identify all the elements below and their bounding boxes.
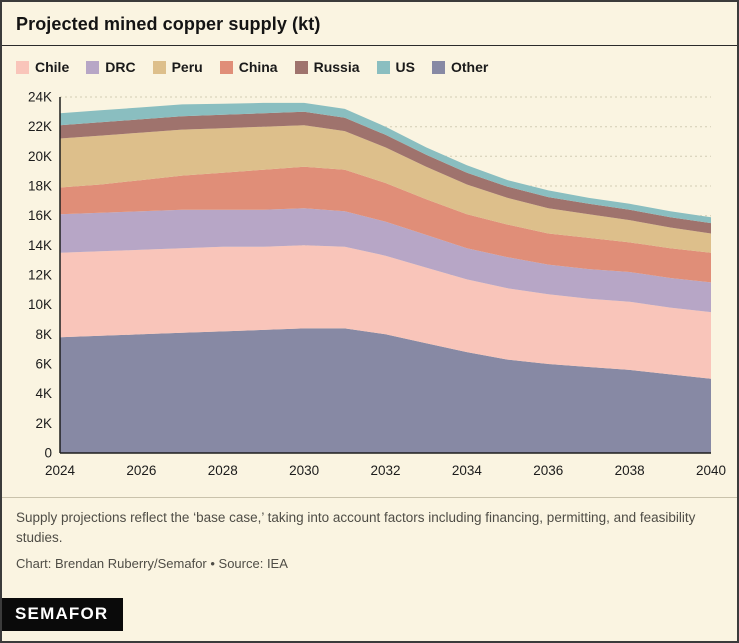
legend-item-chile: Chile bbox=[16, 59, 69, 75]
y-axis-label: 0 bbox=[44, 446, 52, 461]
legend-swatch-drc bbox=[86, 60, 100, 74]
x-axis-label: 2030 bbox=[289, 463, 319, 478]
legend-swatch-chile bbox=[16, 60, 29, 74]
semafor-logo: SEMAFOR bbox=[2, 598, 124, 631]
y-axis-label: 20K bbox=[28, 149, 52, 164]
area-china bbox=[60, 166, 711, 283]
footnote-text: Supply projections reflect the ‘base cas… bbox=[16, 510, 696, 545]
y-axis-label: 22K bbox=[28, 119, 52, 134]
legend-label: Other bbox=[450, 59, 489, 75]
x-axis-label: 2040 bbox=[696, 463, 726, 478]
area-peru bbox=[60, 125, 711, 253]
y-axis-label: 4K bbox=[35, 386, 52, 401]
x-axis-label: 2036 bbox=[533, 463, 563, 478]
legend-label: DRC bbox=[105, 59, 136, 75]
legend-item-other: Other bbox=[431, 59, 489, 75]
area-other bbox=[60, 328, 711, 453]
y-axis-label: 6K bbox=[35, 357, 52, 372]
x-axis-label: 2028 bbox=[208, 463, 238, 478]
legend-item-russia: Russia bbox=[294, 59, 360, 75]
legend-swatch-china bbox=[219, 60, 233, 74]
legend-label: Russia bbox=[313, 59, 360, 75]
legend-label: US bbox=[395, 59, 415, 75]
credit-line: Chart: Brendan Ruberry/Semafor • Source:… bbox=[16, 556, 288, 572]
legend-swatch-russia bbox=[294, 60, 308, 74]
area-chile bbox=[60, 245, 711, 379]
area-us bbox=[60, 102, 711, 224]
y-axis-label: 12K bbox=[28, 268, 52, 283]
legend-label: China bbox=[238, 59, 278, 75]
stacked-area-chart: 0 2K 4K 6K 8K 10K 12K 14K 16K 18K 20K 22K 24K 2024 202… bbox=[28, 90, 726, 479]
legend-label: Peru bbox=[171, 59, 203, 75]
legend-swatch-us bbox=[376, 60, 390, 74]
semafor-logo-text: SEMAFOR bbox=[15, 604, 109, 623]
y-axis-label: 24K bbox=[28, 90, 52, 105]
legend-item-us: US bbox=[376, 59, 415, 75]
area-russia bbox=[60, 111, 711, 234]
title-divider bbox=[2, 45, 737, 46]
x-axis-label: 2026 bbox=[126, 463, 156, 478]
legend-item-peru: Peru bbox=[152, 59, 203, 75]
x-axis-label: 2032 bbox=[370, 463, 400, 478]
legend-swatch-peru bbox=[152, 60, 166, 74]
legend-item-china: China bbox=[219, 59, 278, 75]
legend-item-drc: DRC bbox=[86, 59, 136, 75]
y-axis-label: 16K bbox=[28, 208, 52, 223]
legend-label: Chile bbox=[35, 59, 70, 75]
x-axis-label: 2034 bbox=[452, 463, 483, 478]
legend-swatch-other bbox=[431, 60, 445, 74]
y-axis-label: 14K bbox=[28, 238, 52, 253]
y-axis-label: 18K bbox=[28, 179, 52, 194]
x-axis-label: 2038 bbox=[615, 463, 645, 478]
y-axis-label: 10K bbox=[28, 297, 52, 312]
y-axis-label: 8K bbox=[35, 327, 52, 342]
footnote-divider bbox=[2, 497, 737, 498]
y-axis-label: 2K bbox=[35, 416, 52, 431]
chart-title: Projected mined copper supply (kt) bbox=[16, 14, 321, 34]
area-drc bbox=[60, 208, 711, 313]
x-axis-label: 2024 bbox=[45, 463, 76, 478]
chart-legend: Chile DRC Peru China Russia US Other bbox=[16, 59, 723, 75]
